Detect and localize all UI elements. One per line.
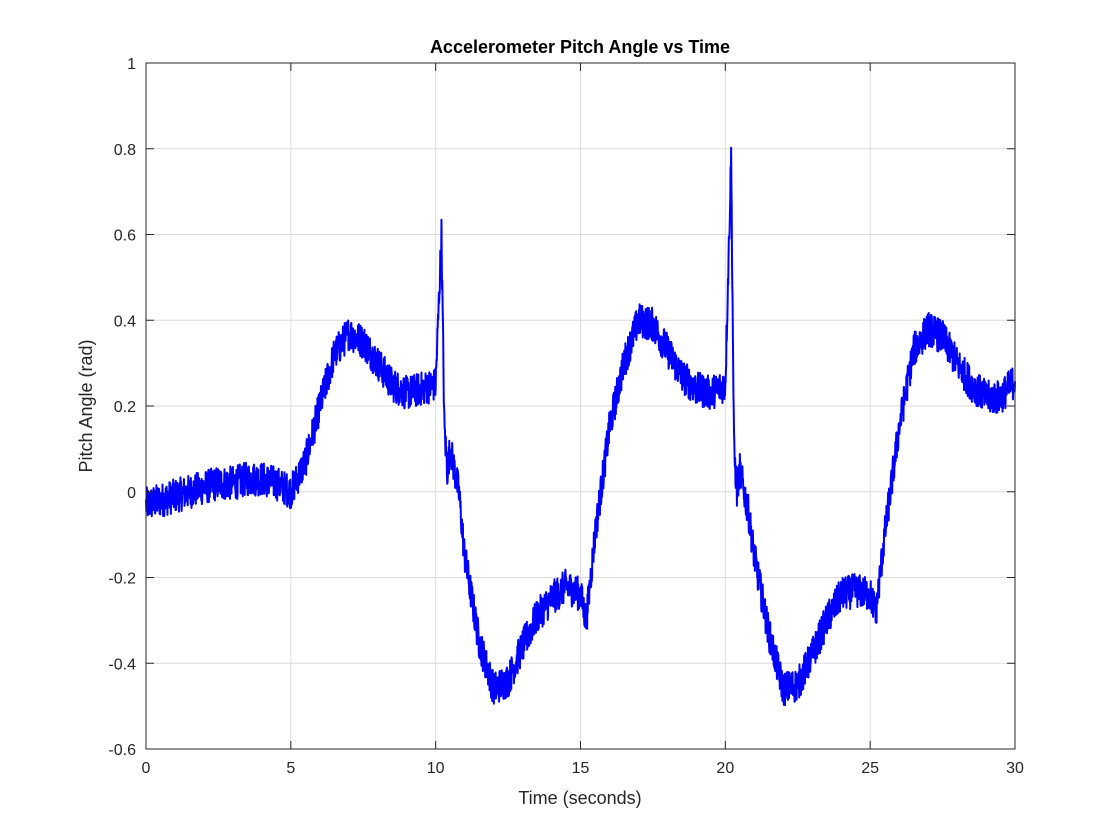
y-tick-label: 0.8: [114, 142, 136, 159]
x-tick-label: 30: [1006, 760, 1024, 777]
y-tick-label: 0: [127, 485, 136, 502]
y-tick-label: 1: [127, 56, 136, 73]
x-axis-title: Time (seconds): [518, 788, 641, 808]
x-tick-label: 15: [572, 760, 590, 777]
y-tick-label: -0.2: [108, 571, 136, 588]
x-tick-label: 0: [142, 760, 151, 777]
y-axis-ticks: -0.6 -0.4 -0.2 0 0.2 0.4 0.6 0.8 1: [108, 56, 1015, 759]
y-tick-label: -0.6: [108, 742, 136, 759]
x-tick-label: 5: [286, 760, 295, 777]
series-group: [145, 146, 1016, 707]
y-tick-label: 0.4: [114, 313, 136, 330]
y-axis-title: Pitch Angle (rad): [76, 339, 96, 472]
chart-title: Accelerometer Pitch Angle vs Time: [430, 37, 730, 57]
y-tick-label: 0.6: [114, 228, 136, 245]
x-axis-ticks: 0 5 10 15 20 25 30: [142, 63, 1024, 777]
x-tick-label: 20: [716, 760, 734, 777]
x-tick-label: 25: [861, 760, 879, 777]
y-tick-label: 0.2: [114, 399, 136, 416]
x-tick-label: 10: [427, 760, 445, 777]
y-tick-label: -0.4: [108, 656, 136, 673]
series-line: [145, 146, 1016, 707]
